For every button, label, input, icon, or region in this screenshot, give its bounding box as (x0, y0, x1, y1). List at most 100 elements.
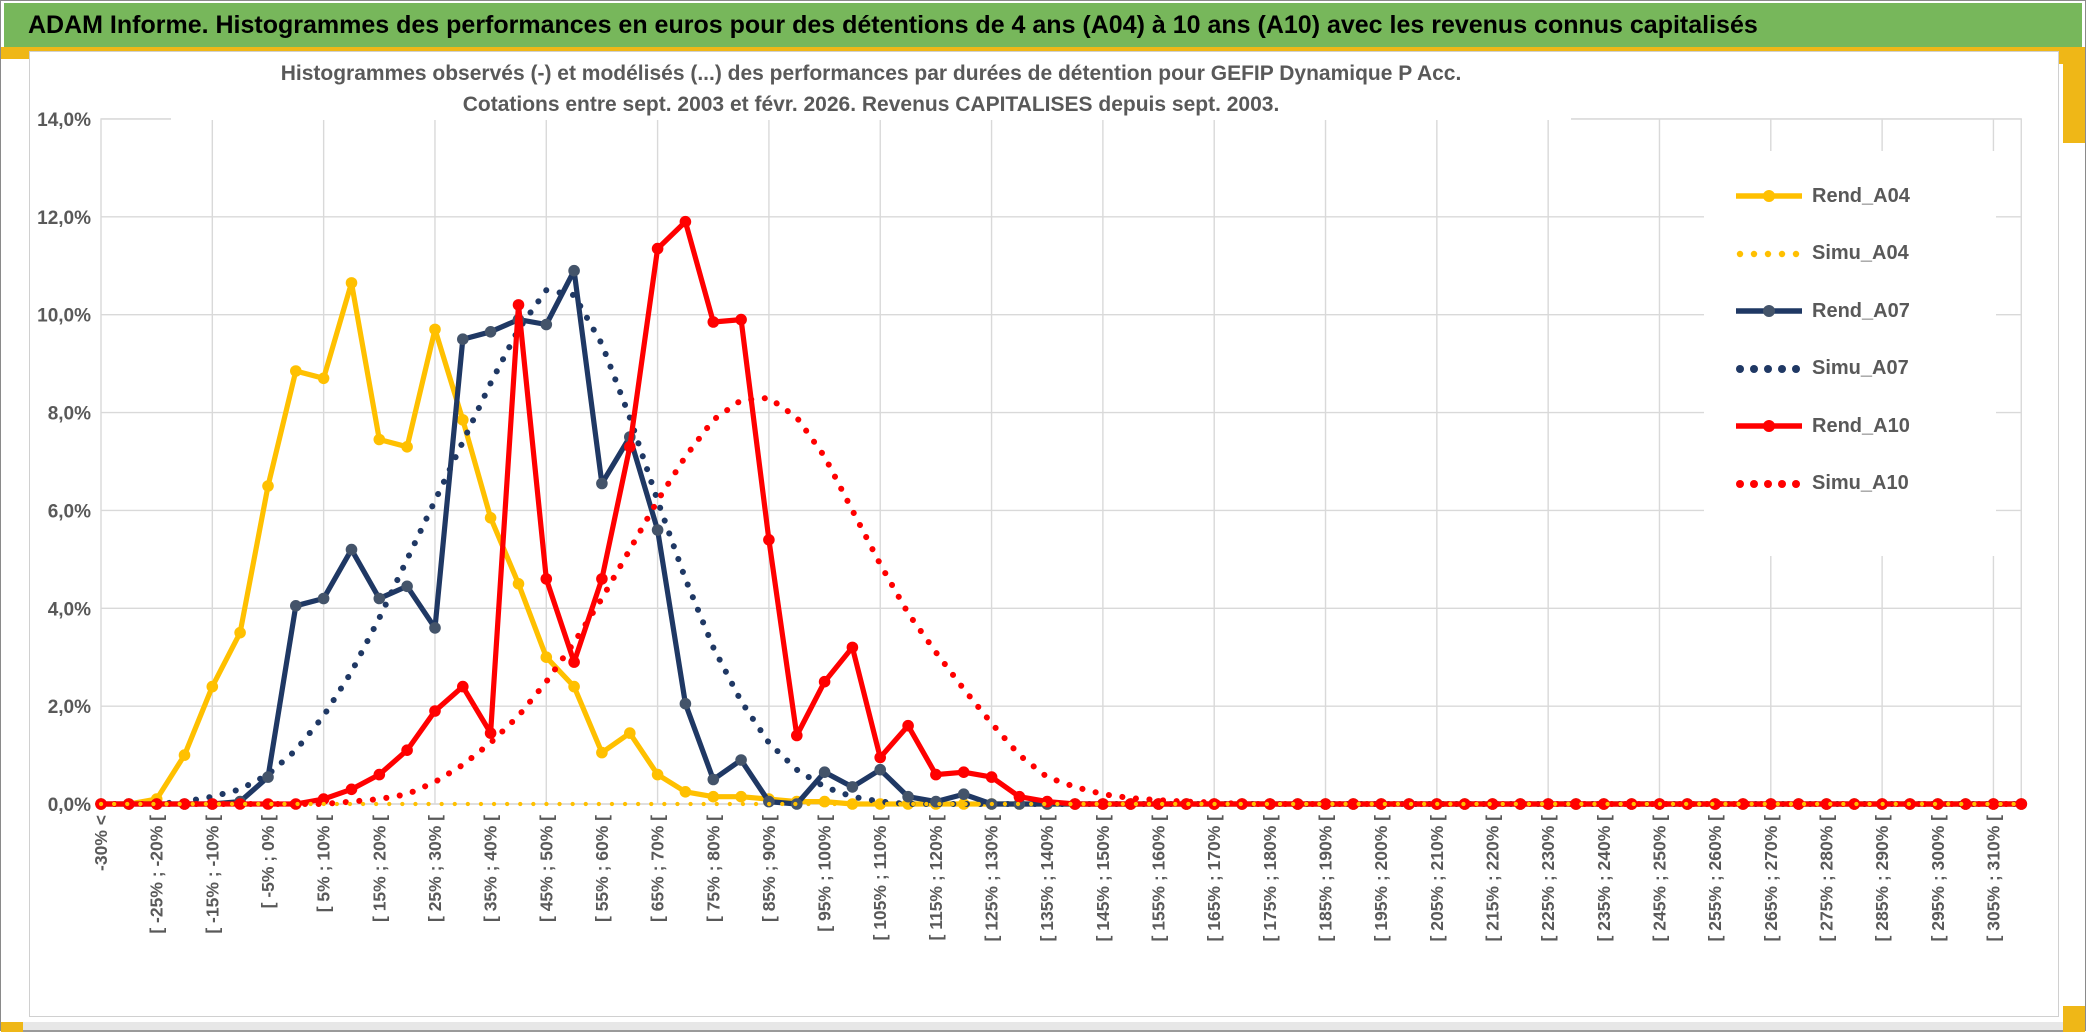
x-axis-tick-label: [ 5% ; 10% [ (314, 815, 334, 912)
x-axis-tick-label: [ -15% ; -10% [ (202, 815, 222, 934)
x-axis-tick-label: [ 265% ; 270% [ (1761, 815, 1781, 942)
gold-accent-top-right-v (2063, 48, 2085, 143)
y-axis-tick-label: 6,0% (48, 501, 91, 522)
series-marker-Rend_A10 (1987, 798, 2000, 810)
series-marker-Rend_A04 (345, 277, 358, 289)
series-marker-Rend_A07 (484, 326, 497, 338)
series-marker-Rend_A07 (373, 592, 386, 605)
x-axis-tick-label: [ 155% ; 160% [ (1149, 815, 1169, 942)
series-marker-Rend_A10 (1291, 798, 1304, 810)
y-axis-tick-label: 10,0% (37, 306, 91, 327)
legend-item-simu_a04[interactable]: Simu_A04 (1734, 234, 1909, 274)
series-marker-Rend_A07 (429, 622, 441, 634)
x-axis-tick-label: [ 245% ; 250% [ (1649, 815, 1669, 942)
series-marker-Rend_A10 (874, 751, 886, 764)
series-marker-Rend_A10 (484, 727, 497, 739)
series-marker-Rend_A10 (1347, 798, 1360, 810)
series-marker-Rend_A10 (791, 729, 803, 742)
x-axis-tick-label: [ 65% ; 70% [ (648, 815, 668, 922)
x-axis-tick-label: [ 25% ; 30% [ (425, 815, 445, 922)
series-marker-Rend_A10 (512, 299, 525, 311)
header-title: ADAM Informe. Histogrammes des performan… (28, 11, 1758, 39)
y-axis-tick-label: 4,0% (48, 599, 91, 620)
series-marker-Rend_A10 (679, 215, 692, 228)
gold-accent-bottom-left (1, 1022, 23, 1032)
x-axis-tick-label: -30% < (91, 815, 111, 871)
series-marker-Rend_A10 (345, 783, 358, 796)
x-axis-tick-label: [ 145% ; 150% [ (1093, 815, 1113, 942)
legend-dotted-sample (1736, 364, 1800, 373)
legend-label: Simu_A07 (1812, 357, 1909, 379)
series-marker-Rend_A10 (150, 798, 163, 810)
x-axis-tick-label: [ 175% ; 180% [ (1260, 815, 1280, 942)
series-marker-Rend_A10 (2015, 798, 2028, 810)
series-marker-Rend_A10 (735, 313, 747, 326)
series-marker-Rend_A10 (373, 768, 386, 781)
x-axis-tick-label: [ 235% ; 240% [ (1594, 815, 1614, 942)
series-marker-Rend_A10 (930, 768, 942, 781)
x-axis-tick-label: [ 135% ; 140% [ (1037, 815, 1057, 942)
series-marker-Rend_A04 (457, 414, 469, 426)
series-marker-Rend_A07 (874, 763, 886, 776)
series-marker-Rend_A10 (596, 573, 608, 585)
x-axis-tick-label: [ 275% ; 280% [ (1816, 815, 1836, 942)
series-marker-Rend_A07 (540, 318, 553, 331)
series-marker-Rend_A04 (317, 372, 330, 385)
chart-title: Histogrammes observés (-) et modélisés (… (171, 58, 1571, 120)
series-marker-Rend_A10 (1709, 798, 1721, 810)
series-marker-Rend_A04 (679, 786, 692, 798)
x-axis-tick-label: [ -25% ; -20% [ (147, 815, 167, 934)
series-marker-Rend_A10 (902, 719, 914, 732)
series-marker-Rend_A10 (1264, 798, 1276, 810)
legend-label: Rend_A10 (1812, 414, 1910, 437)
series-marker-Rend_A07 (818, 766, 831, 778)
series-marker-Rend_A04 (846, 798, 859, 810)
series-marker-Rend_A10 (818, 675, 831, 688)
x-axis-tick-label: [ 195% ; 200% [ (1371, 815, 1391, 942)
x-axis-tick-label: [ 285% ; 290% [ (1872, 815, 1892, 942)
series-marker-Rend_A07 (568, 264, 580, 277)
legend-dotted-sample (1736, 250, 1800, 257)
series-marker-Rend_A04 (484, 512, 497, 524)
series-marker-Rend_A07 (651, 524, 664, 536)
series-marker-Rend_A10 (1319, 798, 1332, 810)
series-marker-Rend_A10 (178, 798, 191, 810)
series-marker-Rend_A04 (290, 365, 302, 377)
series-marker-Rend_A07 (262, 771, 274, 783)
series-marker-Rend_A04 (512, 578, 525, 590)
legend-item-simu_a10[interactable]: Simu_A10 (1734, 464, 1909, 504)
series-marker-Rend_A10 (1013, 790, 1026, 803)
x-axis-tick-label: [ 105% ; 110% [ (870, 815, 890, 941)
series-marker-Rend_A04 (596, 746, 608, 759)
series-marker-Rend_A07 (957, 788, 970, 800)
legend-item-rend_a04[interactable]: Rend_A04 (1734, 176, 1910, 216)
legend-item-rend_a10[interactable]: Rend_A10 (1734, 406, 1910, 446)
x-axis-tick-label: [ 15% ; 20% [ (369, 815, 389, 922)
series-marker-Rend_A10 (1152, 798, 1165, 810)
series-marker-Rend_A07 (902, 790, 914, 803)
series-marker-Rend_A04 (234, 626, 246, 639)
legend-item-rend_a07[interactable]: Rend_A07 (1734, 291, 1910, 331)
y-axis-tick-label: 12,0% (37, 208, 91, 229)
series-marker-Rend_A10 (1820, 798, 1833, 810)
series-marker-Rend_A07 (735, 754, 747, 766)
legend-item-simu_a07[interactable]: Simu_A07 (1734, 349, 1909, 389)
series-marker-Rend_A10 (1737, 798, 1749, 810)
x-axis-tick-label: [ 255% ; 260% [ (1705, 815, 1725, 942)
legend-line-sample (1736, 420, 1802, 432)
series-marker-Rend_A10 (1598, 798, 1610, 810)
chart-title-line2: Cotations entre sept. 2003 et févr. 2026… (462, 93, 1280, 116)
series-marker-Rend_A04 (178, 749, 191, 761)
x-axis-tick-label: [ 185% ; 190% [ (1316, 815, 1336, 942)
series-marker-Rend_A10 (1097, 798, 1109, 810)
series-marker-Rend_A10 (1069, 798, 1081, 810)
series-marker-Rend_A10 (568, 656, 580, 668)
legend-label: Rend_A04 (1812, 184, 1910, 207)
series-marker-Rend_A04 (540, 651, 553, 663)
x-axis-tick-label: [ 215% ; 220% [ (1483, 815, 1503, 942)
legend-dotted-sample (1736, 479, 1800, 488)
series-marker-Rend_A07 (707, 773, 720, 786)
series-marker-Rend_A07 (457, 333, 469, 346)
